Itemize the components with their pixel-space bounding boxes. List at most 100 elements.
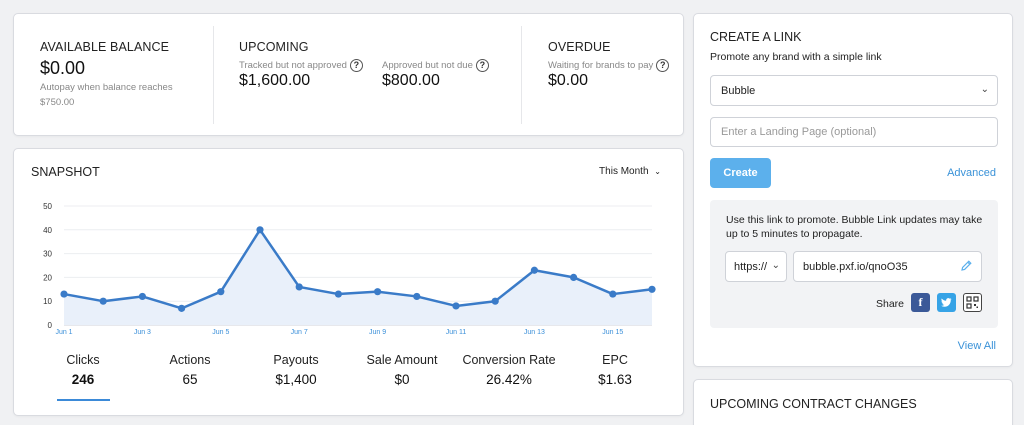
- twitter-icon[interactable]: [937, 293, 956, 312]
- metric-label: Conversion Rate: [462, 353, 556, 367]
- chevron-down-icon: ⌄: [771, 260, 780, 271]
- metric-value: $0: [394, 372, 410, 387]
- y-tick-label: 20: [43, 273, 52, 282]
- metric-value: $1.63: [598, 372, 632, 387]
- pencil-icon[interactable]: [960, 259, 973, 275]
- overdue-heading: OVERDUE: [548, 40, 611, 54]
- x-tick-label: Jun 7: [291, 329, 308, 336]
- x-tick-label: Jun 13: [524, 329, 545, 336]
- create-link-card: CREATE A LINK Promote any brand with a s…: [693, 13, 1013, 367]
- create-link-subtitle: Promote any brand with a simple link: [710, 51, 882, 63]
- active-metric-underline: [57, 399, 110, 401]
- period-dropdown[interactable]: This Month ⌄: [599, 166, 661, 177]
- create-button[interactable]: Create: [710, 158, 771, 188]
- metric-value: $1,400: [275, 372, 317, 387]
- y-tick-label: 50: [43, 202, 52, 211]
- metric-tab-actions[interactable]: Actions 65: [135, 353, 245, 387]
- create-link-title: CREATE A LINK: [710, 30, 802, 44]
- upcoming-heading: UPCOMING: [239, 40, 309, 54]
- metric-value: 246: [71, 372, 95, 387]
- view-all-link[interactable]: View All: [957, 340, 996, 352]
- approved-amount: $800.00: [382, 72, 440, 89]
- balance-card: AVAILABLE BALANCE $0.00 Autopay when bal…: [13, 13, 684, 136]
- data-point: [609, 290, 617, 298]
- data-point: [178, 304, 186, 312]
- protocol-select[interactable]: https:// ⌄: [725, 251, 787, 282]
- y-tick-label: 10: [43, 297, 52, 306]
- metric-tab-clicks[interactable]: Clicks 246: [28, 353, 138, 387]
- help-icon[interactable]: ?: [475, 59, 489, 72]
- metric-label: Clicks: [66, 353, 100, 367]
- metric-value: 26.42%: [486, 372, 532, 387]
- data-point: [491, 297, 499, 305]
- propagation-note: Use this link to promote. Bubble Link up…: [726, 214, 983, 240]
- metric-tab-sale-amount[interactable]: Sale Amount $0: [347, 353, 457, 387]
- contract-changes-card: UPCOMING CONTRACT CHANGES: [693, 379, 1013, 425]
- chevron-down-icon: ⌄: [980, 84, 989, 95]
- x-tick-label: Jun 1: [55, 329, 72, 336]
- data-point: [295, 283, 303, 291]
- approved-label-text: Approved but not due: [382, 60, 473, 72]
- y-tick-label: 40: [43, 226, 52, 235]
- advanced-link[interactable]: Advanced: [947, 167, 996, 179]
- available-balance-heading: AVAILABLE BALANCE: [40, 40, 170, 54]
- data-point: [99, 297, 107, 305]
- overdue-amount: $0.00: [548, 72, 589, 89]
- metric-tab-payouts[interactable]: Payouts $1,400: [241, 353, 351, 387]
- metric-label: Sale Amount: [366, 353, 438, 367]
- x-tick-label: Jun 9: [369, 329, 386, 336]
- approved-label: Approved but not due?: [382, 59, 489, 72]
- tracked-amount: $1,600.00: [239, 72, 311, 89]
- data-point: [452, 302, 460, 310]
- period-label: This Month: [599, 166, 649, 177]
- data-point: [648, 285, 656, 293]
- help-icon[interactable]: ?: [656, 59, 670, 72]
- x-tick-label: Jun 5: [212, 329, 229, 336]
- divider: [521, 26, 522, 124]
- autopay-note: Autopay when balance reaches: [40, 82, 173, 93]
- metric-tab-epc[interactable]: EPC $1.63: [560, 353, 670, 387]
- snapshot-card: SNAPSHOT This Month ⌄ 0 10 20 30 40 50 Jun 1 Ju…: [13, 148, 684, 416]
- metric-label: EPC: [602, 353, 628, 367]
- overdue-label: Waiting for brands to pay?: [548, 59, 670, 72]
- x-tick-label: Jun 11: [446, 329, 467, 336]
- generated-link-text: bubble.pxf.io/qnoO35: [803, 261, 908, 273]
- data-point: [374, 288, 382, 296]
- metric-tab-conversion-rate[interactable]: Conversion Rate 26.42%: [454, 353, 564, 387]
- protocol-selected: https://: [734, 261, 768, 273]
- metric-label: Actions: [169, 353, 211, 367]
- brand-select[interactable]: Bubble ⌄: [710, 75, 998, 106]
- tracked-label-text: Tracked but not approved: [239, 60, 347, 72]
- chevron-down-icon: ⌄: [654, 167, 661, 176]
- data-point: [60, 290, 68, 298]
- facebook-icon[interactable]: f: [911, 293, 930, 312]
- data-point: [570, 273, 578, 281]
- snapshot-chart: 0 10 20 30 40 50 Jun 1 Jun 3 Jun 5 Jun 7 Jun 9 Jun …: [43, 202, 656, 336]
- generated-link-field[interactable]: bubble.pxf.io/qnoO35: [793, 251, 982, 282]
- series-area: [64, 229, 652, 325]
- contract-changes-title: UPCOMING CONTRACT CHANGES: [710, 397, 917, 411]
- brand-selected: Bubble: [721, 85, 756, 97]
- data-point: [256, 226, 264, 234]
- landing-page-input[interactable]: [710, 117, 998, 147]
- help-icon[interactable]: ?: [349, 59, 363, 72]
- data-point: [334, 290, 342, 298]
- x-tick-label: Jun 3: [134, 329, 151, 336]
- link-output-panel: Use this link to promote. Bubble Link up…: [710, 200, 998, 328]
- data-point: [217, 288, 225, 296]
- qr-code-icon[interactable]: [963, 293, 982, 312]
- data-point: [530, 266, 539, 274]
- overdue-label-text: Waiting for brands to pay: [548, 60, 654, 72]
- divider: [213, 26, 214, 124]
- available-balance-amount: $0.00: [40, 58, 86, 78]
- y-tick-label: 0: [48, 321, 53, 330]
- snapshot-title: SNAPSHOT: [31, 165, 100, 179]
- x-tick-label: Jun 15: [602, 329, 623, 336]
- y-tick-label: 30: [43, 250, 52, 259]
- metric-label: Payouts: [273, 353, 319, 367]
- share-label: Share: [876, 298, 905, 310]
- data-point: [138, 292, 146, 301]
- data-point: [413, 292, 421, 301]
- tracked-label: Tracked but not approved?: [239, 59, 363, 72]
- series-line: [63, 228, 653, 310]
